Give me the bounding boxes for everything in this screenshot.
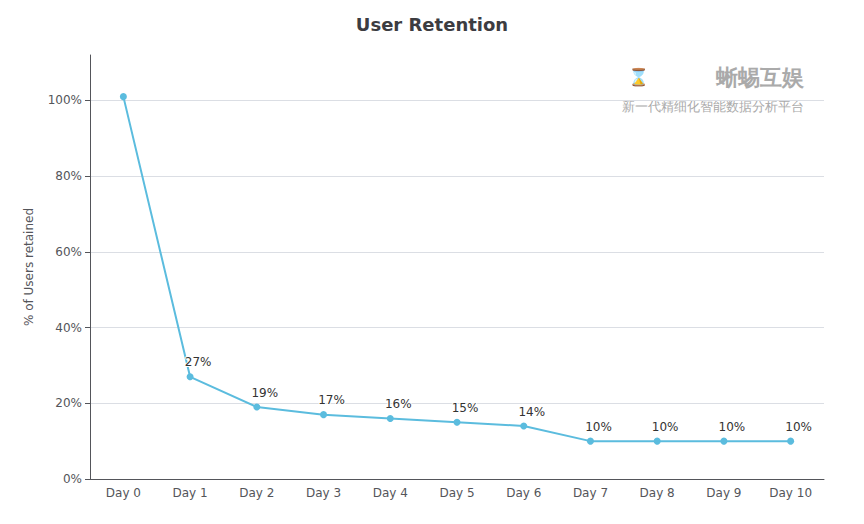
svg-text:蜥蜴互娱: 蜥蜴互娱 [715, 65, 805, 90]
svg-text:Day 4: Day 4 [373, 486, 408, 500]
svg-text:27%: 27% [185, 355, 212, 369]
svg-text:14%: 14% [518, 405, 545, 419]
svg-text:60%: 60% [55, 245, 82, 259]
svg-text:17%: 17% [318, 393, 345, 407]
svg-text:User Retention: User Retention [356, 14, 508, 35]
svg-text:Day 6: Day 6 [506, 486, 541, 500]
svg-text:15%: 15% [452, 401, 479, 415]
svg-text:10%: 10% [585, 420, 612, 434]
svg-text:Day 9: Day 9 [706, 486, 741, 500]
svg-text:10%: 10% [785, 420, 812, 434]
svg-text:80%: 80% [55, 169, 82, 183]
svg-text:16%: 16% [385, 397, 412, 411]
svg-text:新一代精细化智能数据分析平台: 新一代精细化智能数据分析平台 [622, 99, 804, 114]
svg-text:Day 3: Day 3 [306, 486, 341, 500]
svg-text:Day 2: Day 2 [239, 486, 274, 500]
svg-text:Day 0: Day 0 [106, 486, 141, 500]
svg-text:Day 8: Day 8 [640, 486, 675, 500]
svg-text:20%: 20% [55, 396, 82, 410]
svg-text:100%: 100% [48, 93, 82, 107]
svg-text:Day 1: Day 1 [173, 486, 208, 500]
svg-text:40%: 40% [55, 321, 82, 335]
svg-text:19%: 19% [251, 386, 278, 400]
svg-text:% of Users retained: % of Users retained [22, 208, 36, 326]
svg-text:10%: 10% [719, 420, 746, 434]
svg-text:⌛: ⌛ [628, 67, 649, 87]
svg-text:10%: 10% [652, 420, 679, 434]
svg-text:0%: 0% [63, 472, 82, 486]
svg-text:Day 10: Day 10 [769, 486, 812, 500]
svg-text:Day 7: Day 7 [573, 486, 608, 500]
svg-text:Day 5: Day 5 [439, 486, 474, 500]
